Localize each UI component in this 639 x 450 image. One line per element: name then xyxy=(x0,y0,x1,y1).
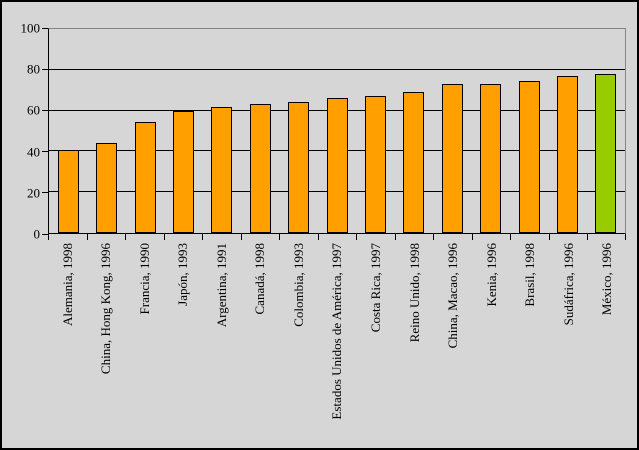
x-axis-label: Reino Unido, 1998 xyxy=(406,243,422,343)
x-axis-label: Francia, 1990 xyxy=(136,243,152,315)
bar-Kenia, 1996 xyxy=(480,84,502,233)
x-axis-tick xyxy=(240,234,242,240)
x-axis-tick xyxy=(317,234,319,240)
x-axis-label: Sudáfrica, 1996 xyxy=(560,243,576,326)
x-label-slot: Estados Unidos de América, 1997 xyxy=(318,243,357,448)
bar-slot xyxy=(49,29,87,233)
x-label-slot: México, 1996 xyxy=(587,243,626,448)
x-axis-label: Colombia, 1993 xyxy=(290,243,306,327)
x-axis-label: Kenia, 1996 xyxy=(483,243,499,307)
bars-container xyxy=(49,29,625,233)
x-axis-tick xyxy=(202,234,204,240)
x-axis-tick xyxy=(471,234,473,240)
bar-Argentina, 1991 xyxy=(211,106,233,233)
bar-Japón, 1993 xyxy=(172,110,194,233)
bar-slot xyxy=(126,29,164,233)
bar-México, 1996 xyxy=(595,73,617,233)
bar-slot xyxy=(587,29,625,233)
bar-slot xyxy=(279,29,317,233)
y-axis-label-80: 80 xyxy=(27,61,40,77)
bar-Francia, 1990 xyxy=(134,121,156,233)
x-axis-tick xyxy=(279,234,281,240)
x-label-slot: China, Hong Kong, 1996 xyxy=(87,243,126,448)
x-axis-label: México, 1996 xyxy=(599,243,615,316)
bar-China, Hong Kong, 1996 xyxy=(96,143,118,233)
x-axis-tick xyxy=(163,234,165,240)
bar-Estados Unidos de América, 1997 xyxy=(326,98,348,233)
x-axis-tick xyxy=(48,234,49,240)
y-axis-label-40: 40 xyxy=(27,144,40,160)
x-axis-label: China, Macao, 1996 xyxy=(445,243,461,349)
bar-China, Macao, 1996 xyxy=(441,84,463,233)
y-axis-label-60: 60 xyxy=(27,102,40,118)
x-label-slot: Reino Unido, 1998 xyxy=(395,243,434,448)
bar-Canadá, 1998 xyxy=(249,104,271,233)
x-axis-tick xyxy=(125,234,127,240)
bar-slot xyxy=(318,29,356,233)
x-axis-label: Alemania, 1998 xyxy=(59,243,75,327)
x-axis-label: Costa Rica, 1997 xyxy=(368,243,384,333)
y-axis-tick xyxy=(42,68,48,70)
x-axis-label: Argentina, 1991 xyxy=(213,243,229,328)
bar-slot xyxy=(433,29,471,233)
x-axis-tick xyxy=(86,234,88,240)
x-axis-tick xyxy=(356,234,358,240)
bar-slot xyxy=(203,29,241,233)
x-axis-label: Brasil, 1998 xyxy=(522,243,538,307)
x-label-slot: Alemania, 1998 xyxy=(48,243,87,448)
x-axis-labels: Alemania, 1998 China, Hong Kong, 1996 Fran… xyxy=(48,243,626,448)
x-label-slot: Kenia, 1996 xyxy=(472,243,511,448)
bar-Costa Rica, 1997 xyxy=(364,96,386,233)
bar-Sudáfrica, 1996 xyxy=(556,75,578,233)
x-label-slot: Canadá, 1998 xyxy=(241,243,280,448)
bar-Alemania, 1998 xyxy=(57,150,79,233)
y-axis-tick xyxy=(42,27,48,29)
bar-slot xyxy=(356,29,394,233)
y-axis-ticks xyxy=(42,27,48,235)
x-axis-label: Canadá, 1998 xyxy=(252,243,268,315)
y-axis-tick xyxy=(42,192,48,194)
x-label-slot: China, Macao, 1996 xyxy=(433,243,472,448)
y-axis-tick xyxy=(42,109,48,111)
bar-slot xyxy=(471,29,509,233)
bar-slot xyxy=(241,29,279,233)
x-axis-label: China, Hong Kong, 1996 xyxy=(98,243,114,375)
y-axis-label-0: 0 xyxy=(33,226,41,242)
bar-Colombia, 1993 xyxy=(288,102,310,233)
x-axis-ticks xyxy=(48,234,626,240)
y-axis-label-20: 20 xyxy=(27,185,40,201)
x-axis-tick xyxy=(548,234,550,240)
y-axis-tick xyxy=(42,233,48,235)
x-axis-tick xyxy=(433,234,435,240)
x-label-slot: Argentina, 1991 xyxy=(202,243,241,448)
bar-slot xyxy=(164,29,202,233)
x-label-slot: Francia, 1990 xyxy=(125,243,164,448)
bar-Brasil, 1998 xyxy=(518,81,540,233)
x-axis-label: Estados Unidos de América, 1997 xyxy=(329,243,345,420)
bar-slot xyxy=(510,29,548,233)
x-axis-tick xyxy=(510,234,512,240)
x-label-slot: Japón, 1993 xyxy=(164,243,203,448)
x-label-slot: Colombia, 1993 xyxy=(279,243,318,448)
x-axis-tick xyxy=(587,234,589,240)
plot-area xyxy=(48,28,626,234)
y-axis: 0 20 40 60 80 100 xyxy=(2,22,41,241)
x-label-slot: Sudáfrica, 1996 xyxy=(549,243,588,448)
bar-slot xyxy=(87,29,125,233)
y-axis-tick xyxy=(42,151,48,153)
x-axis-tick xyxy=(394,234,396,240)
bar-slot xyxy=(548,29,586,233)
x-axis-label: Japón, 1993 xyxy=(175,243,191,306)
bar-Reino Unido, 1998 xyxy=(403,92,425,233)
gridline-80 xyxy=(49,68,625,70)
x-label-slot: Costa Rica, 1997 xyxy=(356,243,395,448)
bar-slot xyxy=(395,29,433,233)
y-axis-label-100: 100 xyxy=(20,20,41,36)
x-axis-tick xyxy=(625,234,626,240)
x-label-slot: Brasil, 1998 xyxy=(510,243,549,448)
